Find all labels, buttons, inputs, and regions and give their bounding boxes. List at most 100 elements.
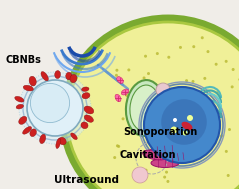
Ellipse shape (81, 122, 88, 129)
Circle shape (61, 112, 65, 116)
Circle shape (145, 175, 148, 178)
Ellipse shape (130, 85, 160, 131)
Ellipse shape (167, 152, 189, 162)
Ellipse shape (19, 116, 27, 124)
Circle shape (64, 140, 68, 144)
Circle shape (160, 16, 164, 20)
Circle shape (61, 119, 65, 124)
Circle shape (144, 55, 147, 58)
Circle shape (63, 98, 67, 102)
Circle shape (163, 176, 166, 179)
Text: Sonoporation: Sonoporation (123, 127, 197, 137)
Circle shape (69, 78, 73, 82)
Circle shape (225, 60, 228, 63)
Circle shape (197, 20, 201, 24)
Circle shape (224, 33, 228, 36)
Circle shape (161, 139, 163, 142)
Circle shape (238, 78, 239, 81)
Circle shape (117, 145, 120, 148)
Circle shape (167, 56, 170, 59)
Circle shape (145, 169, 147, 172)
Circle shape (125, 94, 128, 97)
Circle shape (220, 135, 223, 138)
Ellipse shape (151, 159, 179, 167)
Ellipse shape (181, 122, 192, 130)
Circle shape (183, 130, 188, 136)
Ellipse shape (23, 85, 33, 91)
Circle shape (89, 48, 92, 53)
Circle shape (30, 83, 70, 123)
Circle shape (183, 17, 187, 21)
Circle shape (111, 31, 115, 35)
Circle shape (179, 97, 183, 100)
Circle shape (72, 160, 76, 164)
Circle shape (62, 127, 65, 131)
Circle shape (27, 80, 83, 136)
Circle shape (120, 151, 123, 154)
Circle shape (115, 69, 118, 72)
Circle shape (69, 154, 73, 158)
Circle shape (206, 50, 209, 53)
Circle shape (217, 120, 220, 123)
Circle shape (201, 36, 204, 39)
Circle shape (62, 105, 65, 109)
Ellipse shape (143, 150, 167, 160)
Circle shape (146, 18, 150, 22)
Circle shape (232, 68, 235, 71)
Circle shape (89, 184, 92, 187)
Circle shape (161, 99, 207, 145)
Ellipse shape (23, 127, 32, 134)
Circle shape (231, 85, 234, 88)
Ellipse shape (40, 134, 46, 144)
Ellipse shape (66, 72, 72, 80)
Circle shape (187, 115, 193, 121)
Circle shape (203, 77, 206, 80)
Text: Cavitation: Cavitation (120, 150, 176, 160)
Circle shape (227, 174, 230, 177)
Circle shape (140, 113, 143, 116)
Circle shape (228, 128, 231, 131)
Circle shape (175, 16, 179, 20)
Ellipse shape (185, 36, 239, 189)
Circle shape (204, 23, 208, 27)
Circle shape (66, 147, 70, 151)
Text: CBNBs: CBNBs (6, 56, 42, 65)
Circle shape (113, 156, 116, 159)
Ellipse shape (59, 137, 66, 145)
Circle shape (132, 167, 148, 183)
Circle shape (225, 150, 228, 153)
Circle shape (75, 167, 79, 170)
Circle shape (84, 54, 88, 58)
Ellipse shape (19, 72, 91, 144)
Circle shape (117, 95, 120, 98)
Circle shape (64, 91, 68, 96)
Circle shape (211, 103, 214, 106)
Circle shape (75, 66, 79, 70)
Circle shape (165, 171, 168, 174)
Circle shape (192, 45, 195, 48)
Ellipse shape (84, 106, 94, 114)
Circle shape (216, 91, 219, 94)
Circle shape (211, 26, 215, 29)
Ellipse shape (117, 77, 123, 83)
Circle shape (116, 144, 119, 147)
Circle shape (84, 178, 88, 182)
Circle shape (94, 43, 98, 47)
Circle shape (156, 52, 159, 55)
Circle shape (151, 112, 154, 115)
Circle shape (166, 180, 169, 183)
Ellipse shape (121, 89, 129, 95)
Circle shape (179, 46, 182, 49)
Circle shape (168, 163, 170, 166)
Ellipse shape (63, 18, 239, 189)
Circle shape (126, 107, 129, 110)
Ellipse shape (30, 129, 36, 137)
Circle shape (142, 77, 146, 79)
Ellipse shape (70, 74, 77, 83)
Ellipse shape (16, 104, 23, 109)
Ellipse shape (84, 115, 93, 122)
Circle shape (118, 27, 122, 31)
Circle shape (131, 22, 136, 26)
Ellipse shape (126, 80, 164, 136)
Circle shape (63, 134, 67, 138)
